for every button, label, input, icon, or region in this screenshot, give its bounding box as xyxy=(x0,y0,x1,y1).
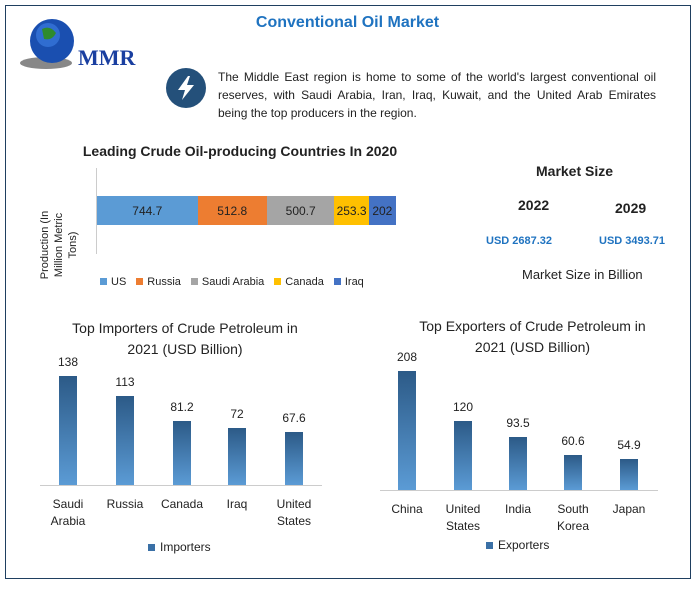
tick-label: United States xyxy=(276,497,312,528)
tick-label: Iraq xyxy=(226,497,248,511)
bar xyxy=(509,436,527,490)
description: The Middle East region is home to some o… xyxy=(218,70,656,120)
tick-label: United States xyxy=(445,502,481,533)
value-2029: USD 3493.71 xyxy=(599,235,666,247)
bar xyxy=(564,455,582,490)
legend-swatch xyxy=(100,278,107,285)
data-label: 72 xyxy=(230,407,244,422)
data-label: 60.6 xyxy=(561,434,585,449)
x-axis xyxy=(40,485,322,486)
bar-segment: 253.3 xyxy=(334,196,369,225)
chart3-title: Top Exporters of Crude Petroleum in 2021… xyxy=(419,318,646,355)
data-label: 54.9 xyxy=(617,437,641,452)
frame xyxy=(5,5,691,579)
value-2022: USD 2687.32 xyxy=(486,235,553,247)
legend-swatch xyxy=(486,542,493,549)
legend-swatch xyxy=(333,278,341,285)
data-label: 93.5 xyxy=(506,415,530,430)
year-2022: 2022 xyxy=(518,197,550,213)
legend-label: Russia xyxy=(147,276,181,288)
chart1-ylabel: Production (In Million Metric Tons) xyxy=(39,210,79,280)
tick-label: Canada xyxy=(160,497,204,511)
data-label: 138 xyxy=(57,354,79,369)
data-label: 67.6 xyxy=(282,410,306,425)
legend-item: US xyxy=(100,276,126,288)
chart2-title: Top Importers of Crude Petroleum in 2021… xyxy=(72,320,298,357)
bar-segment: 500.7 xyxy=(266,196,335,225)
bar xyxy=(620,458,638,490)
tick-label: Japan xyxy=(612,502,646,516)
data-label: 120 xyxy=(452,400,474,415)
tick-label: South Korea xyxy=(556,502,590,533)
chart1-axis xyxy=(96,168,97,254)
market-note: Market Size in Billion xyxy=(522,267,643,282)
legend-label: US xyxy=(111,276,127,288)
tick-label: Russia xyxy=(106,497,144,511)
chart1-legend: US Russia Saudi Arabia Canada Iraq xyxy=(100,276,364,288)
bar xyxy=(59,375,77,485)
bar-segment: 744.7 xyxy=(97,196,198,225)
svg-text:MMR: MMR xyxy=(78,45,137,70)
legend-label: Saudi Arabia xyxy=(201,276,265,288)
tick-label: Saudi Arabia xyxy=(50,497,86,528)
legend: Importers xyxy=(148,540,211,554)
bar xyxy=(454,421,472,490)
tick-label: China xyxy=(391,502,423,516)
x-axis xyxy=(380,490,658,491)
bar-segment: 512.8 xyxy=(197,196,267,225)
bar xyxy=(398,371,416,490)
bar xyxy=(116,395,134,485)
tick-label: India xyxy=(504,502,532,516)
bar xyxy=(285,431,303,485)
legend-label: Iraq xyxy=(344,276,364,288)
legend-label: Importers xyxy=(160,540,211,554)
mmr-logo: MMR xyxy=(18,15,148,75)
legend-item: Canada xyxy=(274,276,324,288)
legend-swatch xyxy=(148,544,155,551)
data-label: 81.2 xyxy=(170,399,194,414)
chart1-title: Leading Crude Oil-producing Countries In… xyxy=(82,143,398,159)
legend-label: Canada xyxy=(285,276,324,288)
legend-swatch xyxy=(190,278,198,285)
lightning-icon xyxy=(166,68,206,108)
bar xyxy=(228,428,246,485)
year-2029: 2029 xyxy=(615,200,647,216)
market-size-title: Market Size xyxy=(536,163,614,179)
legend-item: Russia xyxy=(136,276,181,288)
data-label: 208 xyxy=(396,350,418,365)
bar-segment: 202 xyxy=(368,196,396,225)
legend-swatch xyxy=(136,278,144,285)
legend-swatch xyxy=(274,278,282,285)
data-label: 113 xyxy=(115,374,135,389)
bar xyxy=(173,420,191,485)
legend-item: Saudi Arabia xyxy=(190,276,265,288)
page-title: Conventional Oil Market xyxy=(255,14,440,31)
legend-label: Exporters xyxy=(498,538,550,552)
legend: Exporters xyxy=(486,538,549,552)
legend-item: Iraq xyxy=(333,276,364,288)
